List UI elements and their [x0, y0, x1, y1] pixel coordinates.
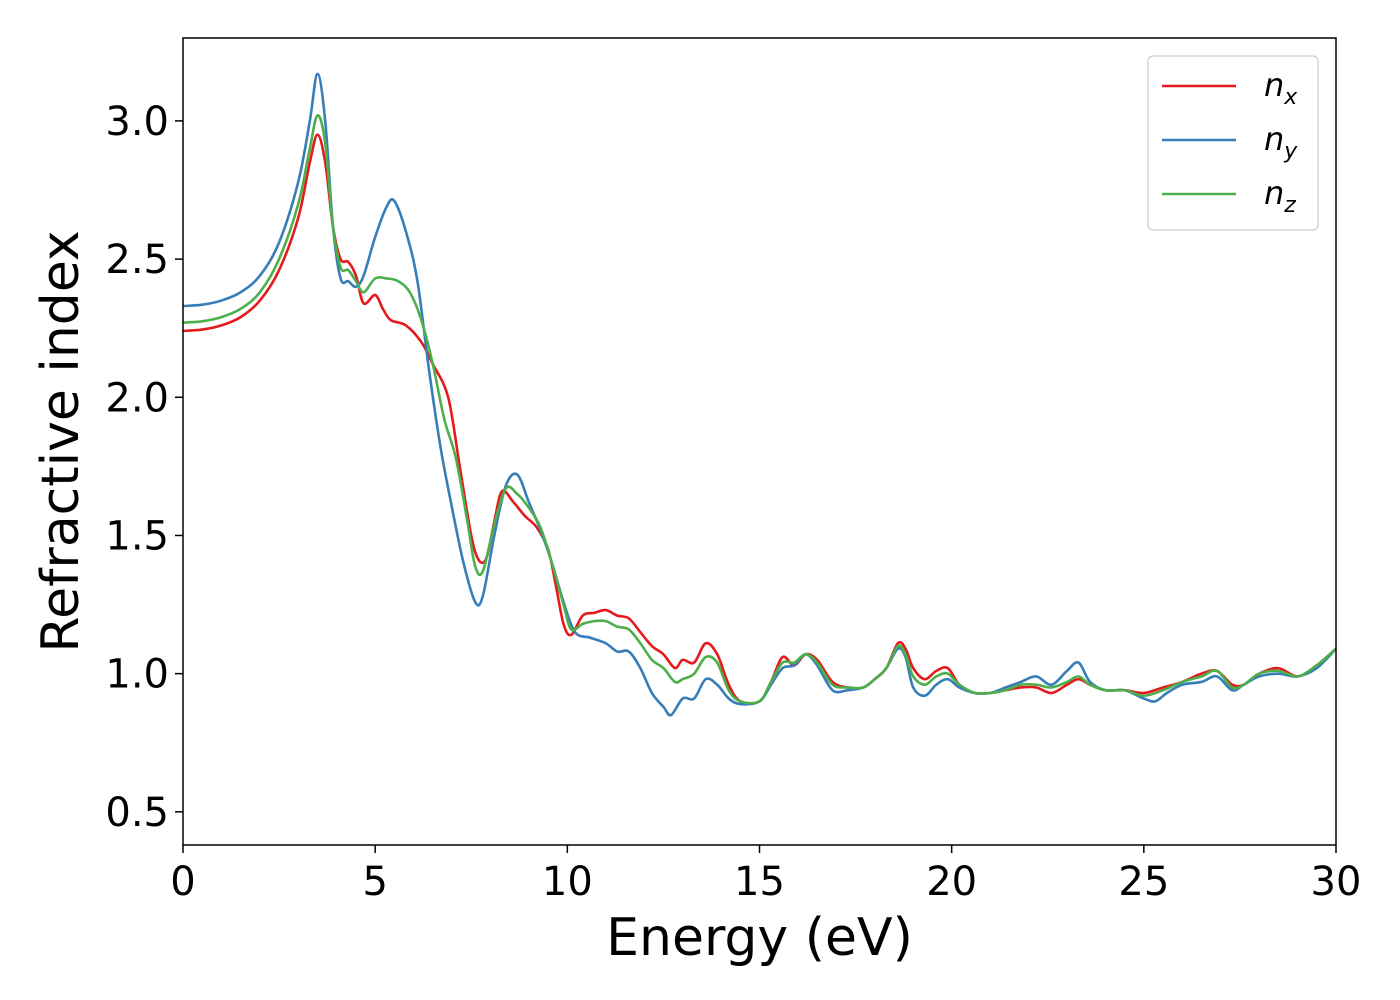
- x-axis-label: Energy (eV): [606, 908, 913, 968]
- legend-label-x: nx: [1264, 66, 1298, 110]
- legend: nx ny nz: [1147, 55, 1319, 231]
- x-tick-label: 15: [734, 859, 785, 905]
- legend-label-y: ny: [1264, 120, 1298, 164]
- series-line-z: [183, 114, 1336, 705]
- y-tick-label: 1.0: [105, 652, 169, 698]
- x-axis-ticks: 0 5 10 15 20 25 30: [170, 845, 1361, 905]
- plot-lines: [183, 72, 1336, 717]
- x-tick-label: 10: [542, 859, 593, 905]
- legend-box: [1147, 55, 1319, 231]
- series-line-x: [183, 133, 1336, 705]
- y-tick-label: 0.5: [105, 790, 169, 836]
- y-tick-label: 3.0: [105, 99, 169, 145]
- x-tick-label: 5: [362, 859, 387, 905]
- x-tick-label: 30: [1311, 859, 1362, 905]
- y-tick-label: 1.5: [105, 513, 169, 559]
- legend-label-z: nz: [1264, 174, 1296, 218]
- y-axis-ticks: 0.5 1.0 1.5 2.0 2.5 3.0: [105, 99, 183, 836]
- x-tick-label: 25: [1118, 859, 1169, 905]
- x-tick-label: 20: [926, 859, 977, 905]
- x-tick-label: 0: [170, 859, 195, 905]
- series-line-y: [183, 72, 1336, 717]
- y-tick-label: 2.5: [105, 237, 169, 283]
- y-tick-label: 2.0: [105, 375, 169, 421]
- y-axis-label: Refractive index: [31, 230, 91, 652]
